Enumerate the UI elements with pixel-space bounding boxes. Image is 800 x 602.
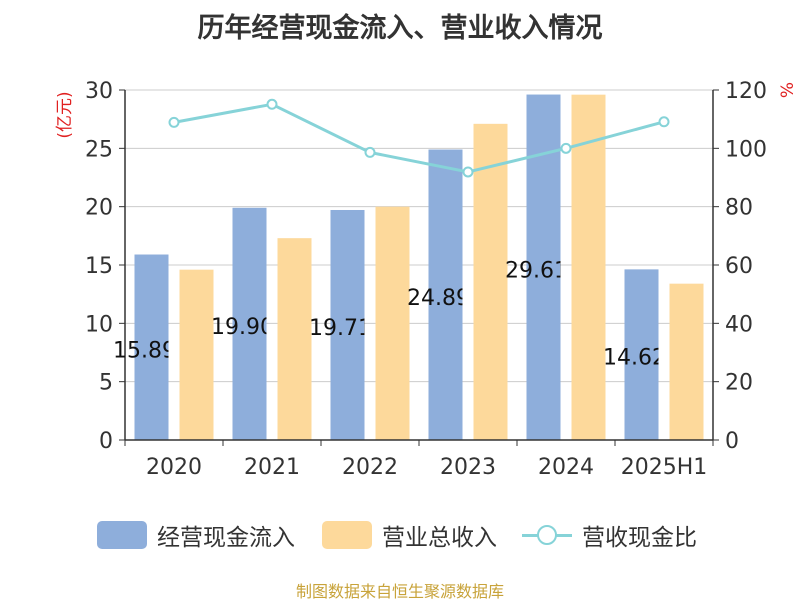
- ratio-point: [658, 116, 670, 128]
- y-left-tick-label: 20: [85, 196, 113, 221]
- x-tick-label: 2020: [146, 455, 202, 480]
- ratio-point: [462, 166, 474, 178]
- legend-label-revenue: 营业总收入: [382, 525, 497, 551]
- chart-title: 历年经营现金流入、营业收入情况: [197, 13, 603, 44]
- data-label-cash-inflow: 19.904: [211, 315, 288, 340]
- y-left-tick-label: 10: [85, 312, 113, 337]
- bar-revenue: [473, 123, 508, 440]
- bar-revenue: [277, 238, 312, 440]
- ratio-line: [173, 102, 665, 174]
- y-left-unit-label: (亿元): [55, 91, 75, 138]
- bar-cash-inflow: [232, 207, 267, 440]
- legend-swatch-cash: [97, 521, 147, 549]
- data-source-note: 制图数据来自恒生聚源数据库: [295, 582, 504, 601]
- data-label-cash-inflow: 29.611: [505, 258, 582, 283]
- legend-label-cash: 经营现金流入: [157, 525, 295, 551]
- bar-cash-inflow: [428, 149, 463, 441]
- x-tick-label: 2021: [244, 455, 300, 480]
- y-right-tick-label: 80: [725, 196, 753, 221]
- y-left-tick-label: 30: [85, 79, 113, 104]
- y-right-tick-label: 120: [725, 79, 767, 104]
- ratio-point: [266, 98, 278, 110]
- y-right-tick-label: 20: [725, 371, 753, 396]
- x-tick-label: 2022: [342, 455, 398, 480]
- bar-cash-inflow: [134, 254, 169, 440]
- y-right-unit-label: %: [778, 82, 798, 98]
- bar-cash-inflow: [330, 209, 365, 440]
- y-left-tick-label: 0: [99, 429, 113, 454]
- legend-ratio[interactable]: 营收现金比: [522, 518, 697, 552]
- legend-cash-inflow[interactable]: 经营现金流入: [97, 518, 295, 552]
- y-left-tick-label: 25: [85, 137, 113, 162]
- ratio-point: [168, 116, 180, 128]
- legend-swatch-ratio: [522, 521, 572, 549]
- ratio-point: [364, 146, 376, 158]
- legend-label-ratio: 营收现金比: [582, 525, 697, 551]
- y-right-tick-label: 60: [725, 254, 753, 279]
- data-label-cash-inflow: 14.625: [603, 346, 680, 371]
- bar-revenue: [179, 269, 214, 440]
- y-right-tick-label: 0: [725, 429, 739, 454]
- ratio-point: [560, 142, 572, 154]
- y-right-tick-label: 100: [725, 137, 767, 162]
- x-tick-label: 2025H1: [621, 455, 708, 480]
- bar-revenue: [571, 94, 606, 441]
- x-tick-label: 2023: [440, 455, 496, 480]
- data-label-cash-inflow: 15.899: [113, 338, 190, 363]
- data-label-cash-inflow: 19.715: [309, 316, 386, 341]
- legend-swatch-revenue: [322, 521, 372, 549]
- bar-revenue: [669, 283, 704, 440]
- y-left-tick-label: 5: [99, 371, 113, 396]
- y-left-tick-label: 15: [85, 254, 113, 279]
- legend-revenue[interactable]: 营业总收入: [322, 518, 497, 552]
- data-label-cash-inflow: 24.899: [407, 286, 484, 311]
- bar-revenue: [375, 206, 410, 440]
- x-tick-label: 2024: [538, 455, 594, 480]
- bar-cash-inflow: [624, 269, 659, 440]
- y-right-tick-label: 40: [725, 312, 753, 337]
